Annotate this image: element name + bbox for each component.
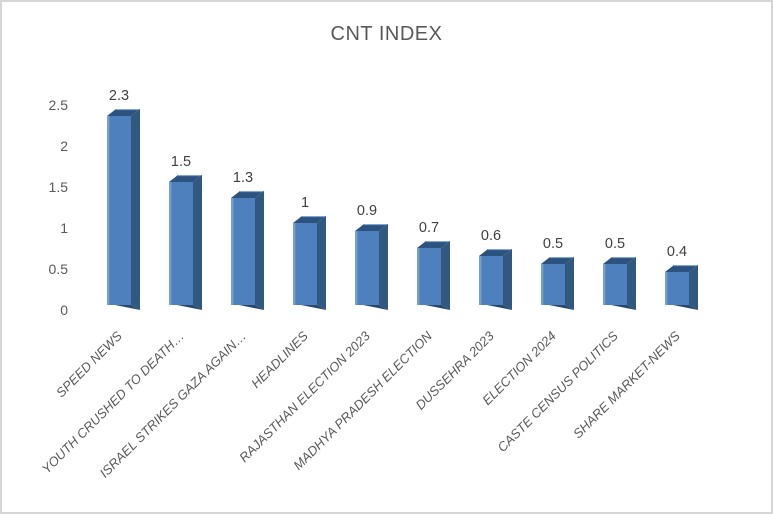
y-tick-label: 1.5 [48,179,68,195]
bar [417,241,450,310]
bar-value-label: 1.3 [232,170,254,186]
bar-value-label: 0.7 [418,220,440,236]
bar [231,191,264,310]
bar-value-label: 0.4 [666,244,688,260]
bar-value-label: 1.5 [170,154,192,170]
y-tick-label: 2 [60,138,68,154]
bar [293,216,326,310]
y-tick-label: 1 [60,220,68,236]
bar-value-label: 0.6 [480,228,502,244]
y-tick-label: 0 [60,302,68,318]
bar [107,109,140,310]
y-tick-label: 0.5 [48,261,68,277]
chart-title: CNT INDEX [330,23,443,45]
bar [603,257,636,310]
bar [479,249,512,310]
bar-value-label: 0.9 [356,203,378,219]
bar-value-label: 1 [300,195,310,211]
bar [355,224,388,310]
bar [169,175,202,310]
bar [541,257,574,310]
bar-value-label: 2.3 [108,88,130,104]
y-tick-label: 2.5 [48,97,68,113]
bar-value-label: 0.5 [604,236,626,252]
bar [665,265,698,310]
bar-value-label: 0.5 [542,236,564,252]
